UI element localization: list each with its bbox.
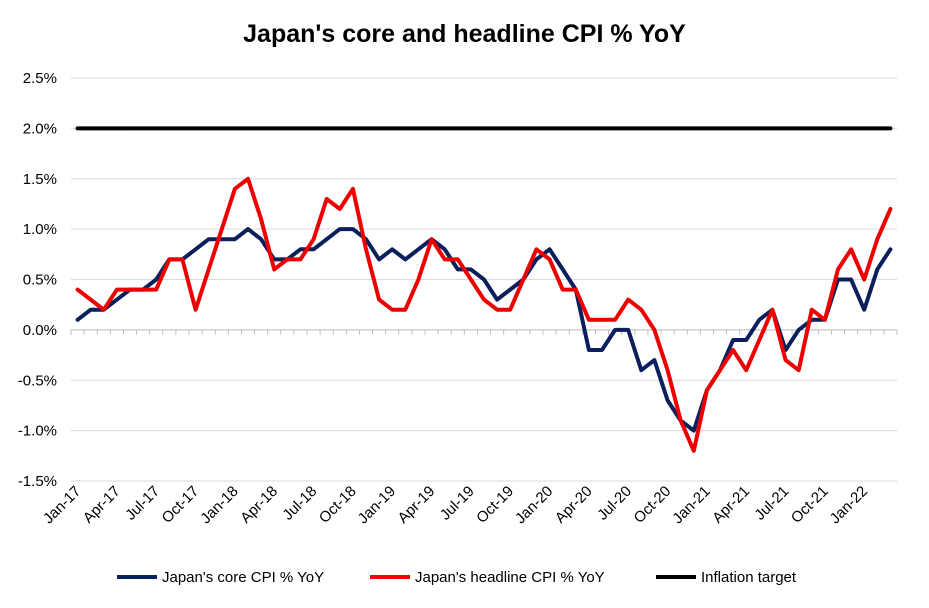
x-tick-label: Jul-19 [437, 483, 478, 524]
x-tick-label: Jul-20 [594, 483, 635, 524]
x-tick-label: Oct-21 [788, 483, 832, 527]
x-tick-label: Oct-20 [631, 483, 675, 527]
x-tick-label: Apr-17 [80, 483, 124, 527]
series-line-1 [75, 176, 893, 453]
legend-label: Japan's core CPI % YoY [162, 569, 324, 586]
legend: Japan's core CPI % YoY Japan's headline C… [117, 569, 797, 586]
y-tick-label: -0.5% [18, 372, 57, 389]
x-tick-label: Jul-17 [122, 483, 163, 524]
x-tick-label: Oct-19 [473, 483, 517, 527]
y-tick-label: 0.5% [23, 272, 57, 289]
y-tick-label: 1.0% [23, 221, 57, 238]
x-tick-label: Jan-20 [512, 483, 556, 527]
x-tick-label: Jan-18 [197, 483, 241, 527]
y-axis: 2.5% 2.0% 1.5% 1.0% 0.5% 0.0% -0.5% -1.0% -1.5% [18, 70, 57, 490]
x-tick-label: Apr-18 [237, 483, 281, 527]
y-tick-label: -1.0% [18, 423, 57, 440]
y-tick-label: 2.0% [23, 120, 57, 137]
x-tick-label: Apr-19 [395, 483, 439, 527]
x-tick-label: Oct-18 [316, 483, 360, 527]
x-tick-label: Jul-21 [751, 483, 792, 524]
x-tick-label: Jul-18 [279, 483, 320, 524]
y-tick-label: 0.0% [23, 322, 57, 339]
x-tick-label: Apr-21 [709, 483, 753, 527]
x-tick-label: Oct-17 [159, 483, 203, 527]
chart-title: Japan's core and headline CPI % YoY [243, 20, 686, 48]
x-tick-label: Jan-22 [827, 483, 871, 527]
legend-label: Japan's headline CPI % YoY [415, 569, 605, 586]
series-line-0 [75, 227, 893, 433]
y-tick-label: -1.5% [18, 473, 57, 490]
x-tick-label: Apr-20 [552, 483, 596, 527]
x-tick-label: Jan-19 [355, 483, 399, 527]
series-lines [75, 126, 893, 453]
x-axis: Jan-17Apr-17Jul-17Oct-17Jan-18Apr-18Jul-… [40, 329, 898, 527]
y-tick-label: 2.5% [23, 70, 57, 87]
y-tick-label: 1.5% [23, 171, 57, 188]
x-tick-label: Jan-21 [669, 483, 713, 527]
legend-label: Inflation target [701, 569, 797, 586]
